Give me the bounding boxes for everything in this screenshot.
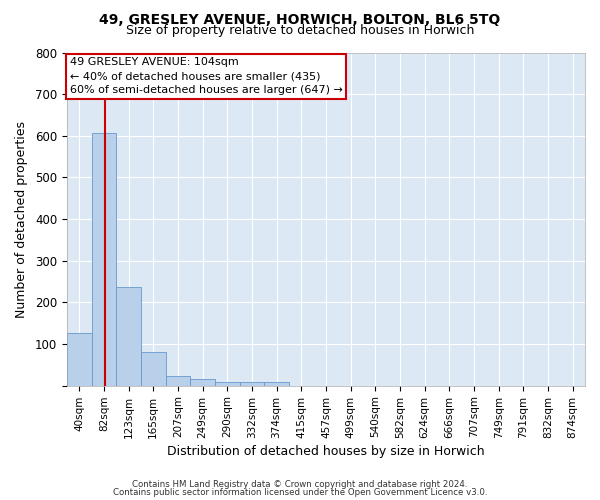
Bar <box>92 133 116 386</box>
Bar <box>239 382 264 386</box>
Text: 49 GRESLEY AVENUE: 104sqm
← 40% of detached houses are smaller (435)
60% of semi: 49 GRESLEY AVENUE: 104sqm ← 40% of detac… <box>70 58 343 96</box>
Text: Contains HM Land Registry data © Crown copyright and database right 2024.: Contains HM Land Registry data © Crown c… <box>132 480 468 489</box>
Bar <box>215 382 239 386</box>
Bar <box>116 286 141 386</box>
Text: Size of property relative to detached houses in Horwich: Size of property relative to detached ho… <box>126 24 474 37</box>
Y-axis label: Number of detached properties: Number of detached properties <box>15 120 28 318</box>
Bar <box>141 352 166 386</box>
Text: Contains public sector information licensed under the Open Government Licence v3: Contains public sector information licen… <box>113 488 487 497</box>
X-axis label: Distribution of detached houses by size in Horwich: Distribution of detached houses by size … <box>167 444 485 458</box>
Bar <box>67 333 92 386</box>
Bar <box>190 380 215 386</box>
Bar <box>166 376 190 386</box>
Text: 49, GRESLEY AVENUE, HORWICH, BOLTON, BL6 5TQ: 49, GRESLEY AVENUE, HORWICH, BOLTON, BL6… <box>100 12 500 26</box>
Bar <box>264 382 289 386</box>
